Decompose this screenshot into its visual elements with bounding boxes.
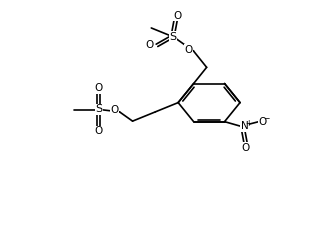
- Text: +: +: [245, 119, 251, 128]
- Text: O: O: [94, 83, 102, 93]
- Text: S: S: [95, 104, 103, 114]
- Text: O: O: [94, 126, 102, 136]
- Text: N: N: [241, 121, 249, 131]
- Text: S: S: [169, 32, 177, 42]
- Text: −: −: [263, 114, 270, 123]
- Text: O: O: [259, 117, 267, 127]
- Text: O: O: [146, 40, 154, 50]
- Text: O: O: [173, 11, 181, 21]
- Text: O: O: [185, 45, 193, 55]
- Text: O: O: [242, 143, 250, 153]
- Text: O: O: [110, 106, 118, 116]
